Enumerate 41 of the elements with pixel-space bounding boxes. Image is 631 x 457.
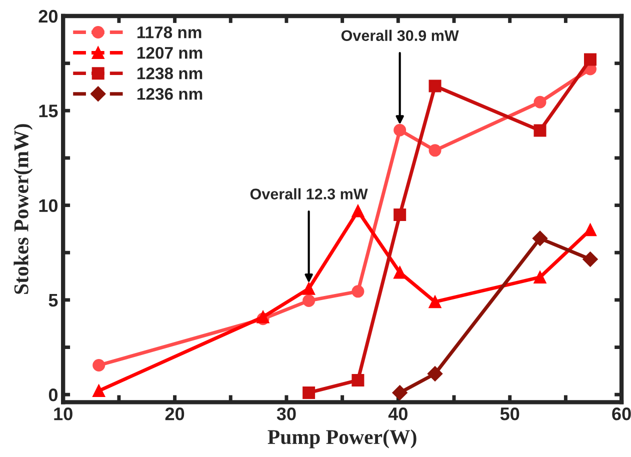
point (352, 204, 364, 218)
y-tick-label: 5 (48, 294, 58, 307)
x-axis-title: Pump Power(W) (268, 429, 416, 448)
point (534, 124, 546, 137)
y-tick-label: 10 (39, 199, 58, 212)
point (427, 366, 443, 382)
point (302, 386, 316, 399)
point (302, 282, 316, 295)
point (582, 252, 598, 267)
y-tick-label: 0 (48, 388, 58, 402)
x-tick-label: 50 (500, 408, 520, 420)
x-tick-label: 60 (612, 408, 631, 420)
point (392, 385, 408, 400)
legend-label: 1236 nm (137, 88, 202, 100)
point (428, 144, 442, 157)
point (92, 384, 106, 398)
annotation: Overall 30.9 mW (341, 30, 459, 42)
x-tick-label: 40 (388, 408, 408, 420)
x-tick-label: 20 (165, 408, 184, 420)
point (394, 266, 406, 279)
point (534, 96, 546, 108)
legend-label: 1238 nm (137, 68, 202, 80)
y-axis-title: Stokes Power(mW) (14, 124, 33, 294)
legend-label: 1207 nm (137, 46, 202, 59)
x-tick-label: 30 (276, 408, 296, 420)
point (352, 285, 364, 298)
point (352, 374, 364, 386)
point (428, 80, 442, 92)
point (428, 296, 442, 308)
point (532, 230, 548, 246)
point (302, 294, 316, 307)
annotation: Overall 12.3 mW (250, 188, 368, 200)
point (584, 224, 597, 236)
point (92, 358, 106, 372)
point (394, 124, 406, 136)
y-tick-label: 15 (39, 104, 58, 118)
point (534, 270, 546, 284)
point (394, 208, 406, 222)
legend-label: 1178 nm (137, 26, 202, 38)
point (584, 53, 597, 66)
y-tick-label: 20 (38, 10, 58, 23)
